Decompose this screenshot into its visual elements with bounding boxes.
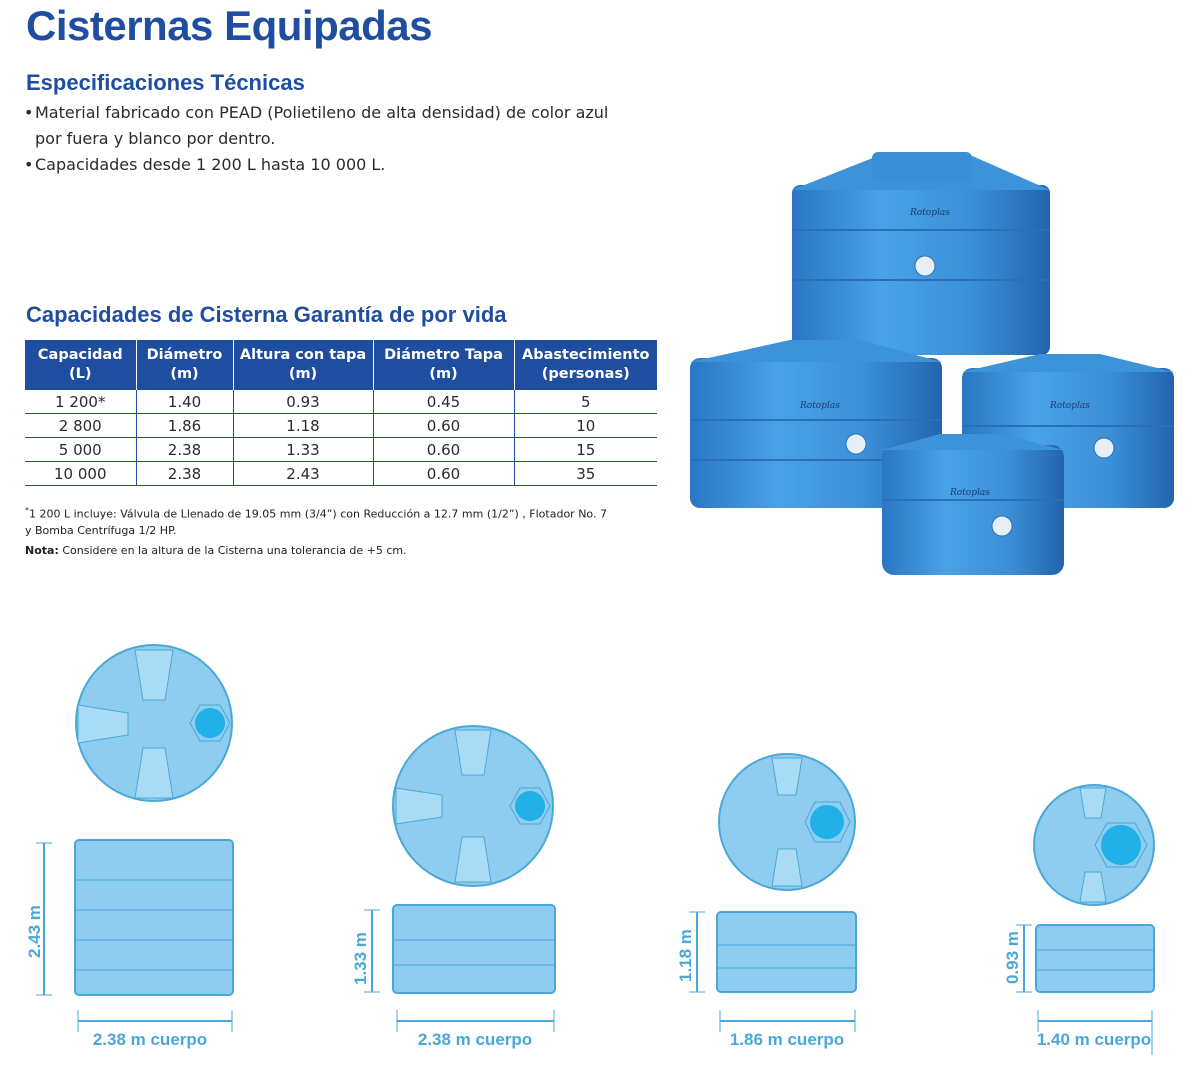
table-cell: 1.86 (136, 413, 234, 438)
dimension-diagrams: 2.43 m 2.38 m cuerpo 1.33 m 2.38 m cuerp… (25, 644, 1155, 1055)
diagram-1200: 0.93 m 1.40 m cuerpo (1003, 784, 1155, 1055)
bullet: • (24, 155, 34, 174)
height-label: 0.93 m (1003, 931, 1022, 984)
svg-text:Rotoplas: Rotoplas (909, 208, 950, 218)
table-cell: 10 000 (25, 461, 137, 486)
svg-text:Rotoplas: Rotoplas (949, 488, 990, 498)
spec-item: • Capacidades desde 1 200 L hasta 10 000… (24, 152, 614, 178)
column-header: Capacidad (L) (25, 340, 137, 390)
height-label: 2.43 m (25, 905, 44, 958)
column-header: Diámetro (m) (136, 340, 234, 390)
column-header: Altura con tapa (m) (233, 340, 374, 390)
width-label: 1.40 m cuerpo (1037, 1030, 1151, 1049)
specs-heading: Especificaciones Técnicas (26, 70, 305, 95)
header-line: Capacidad (37, 347, 123, 363)
header-line: Altura con tapa (239, 347, 367, 363)
spec-item: • Material fabricado con PEAD (Polietile… (24, 100, 614, 152)
table-cell: 2.43 (233, 461, 374, 486)
table-cell: 1 200* (25, 390, 137, 414)
width-label: 1.86 m cuerpo (730, 1030, 844, 1049)
tank-medium-left: Rotoplas (690, 340, 942, 508)
table-cell: 0.60 (373, 413, 515, 438)
diagram-2800: 1.18 m 1.86 m cuerpo (676, 753, 857, 1049)
header-line: Abastecimiento (522, 347, 650, 363)
table-cell: 2 800 (25, 413, 137, 438)
column-header: Abastecimiento (personas) (514, 340, 657, 390)
table-cell: 0.93 (233, 390, 374, 414)
header-unit: (m) (288, 366, 318, 382)
table-row: 5 000 2.38 1.33 0.60 15 (25, 437, 657, 462)
header-unit: (m) (429, 366, 458, 382)
table-cell: 0.60 (373, 437, 515, 462)
table-cell: 35 (514, 461, 657, 486)
header-unit: (L) (69, 366, 92, 382)
table-cell: 5 (514, 390, 657, 414)
header-line: Diámetro (146, 347, 223, 363)
nota-text: Considere en la altura de la Cisterna un… (58, 543, 407, 557)
tanks-photo: Rotoplas Rotoplas Rotoplas Rotoplas (690, 152, 1174, 575)
height-label: 1.18 m (676, 929, 695, 982)
header-unit: (m) (170, 366, 199, 382)
nota: Nota: Considere en la altura de la Ciste… (25, 543, 625, 559)
table-row: 2 800 1.86 1.18 0.60 10 (25, 413, 657, 438)
tank-large: Rotoplas (792, 152, 1050, 355)
table-cell: 2.38 (136, 437, 234, 462)
table-cell: 2.38 (136, 461, 234, 486)
svg-text:Rotoplas: Rotoplas (1049, 401, 1090, 411)
svg-text:Rotoplas: Rotoplas (799, 401, 840, 411)
bullet: • (24, 103, 34, 122)
header-line: Diámetro Tapa (384, 347, 503, 363)
specs-list: • Material fabricado con PEAD (Polietile… (24, 100, 614, 178)
footnotes: *1 200 L incluye: Válvula de Llenado de … (25, 503, 625, 559)
width-label: 2.38 m cuerpo (418, 1030, 532, 1049)
table-row: 10 000 2.38 2.43 0.60 35 (25, 461, 657, 486)
footnote-mark: * (25, 506, 29, 515)
table-cell: 15 (514, 437, 657, 462)
table-header-row: Capacidad (L) Diámetro (m) Altura con tapa… (25, 340, 657, 390)
table-cell: 1.40 (136, 390, 234, 414)
tank-small-front: Rotoplas (882, 434, 1064, 575)
height-label: 1.33 m (351, 932, 370, 985)
table-cell: 0.60 (373, 461, 515, 486)
table-cell: 10 (514, 413, 657, 438)
width-label: 2.38 m cuerpo (93, 1030, 207, 1049)
table-row: 1 200* 1.40 0.93 0.45 5 (25, 390, 657, 414)
diagram-5000: 1.33 m 2.38 m cuerpo (351, 725, 556, 1049)
table-cell: 0.45 (373, 390, 515, 414)
table-cell: 1.33 (233, 437, 374, 462)
capacities-table: Capacidad (L) Diámetro (m) Altura con tapa… (25, 340, 657, 486)
column-header: Diámetro Tapa (m) (373, 340, 515, 390)
footnote: *1 200 L incluye: Válvula de Llenado de … (25, 503, 625, 523)
nota-label: Nota: (25, 543, 59, 557)
header-unit: (personas) (541, 366, 630, 382)
spec-text: Capacidades desde 1 200 L hasta 10 000 L… (35, 155, 386, 174)
table-cell: 1.18 (233, 413, 374, 438)
spec-text: Material fabricado con PEAD (Polietileno… (35, 103, 609, 148)
capacities-heading: Capacidades de Cisterna Garantía de por … (26, 302, 507, 327)
footnote-cont: y Bomba Centrífuga 1/2 HP. (25, 523, 177, 537)
page-title: Cisternas Equipadas (26, 2, 432, 49)
table-cell: 5 000 (25, 437, 137, 462)
diagram-10000: 2.43 m 2.38 m cuerpo (25, 644, 234, 1049)
footnote-text: 1 200 L incluye: Válvula de Llenado de 1… (29, 507, 607, 521)
